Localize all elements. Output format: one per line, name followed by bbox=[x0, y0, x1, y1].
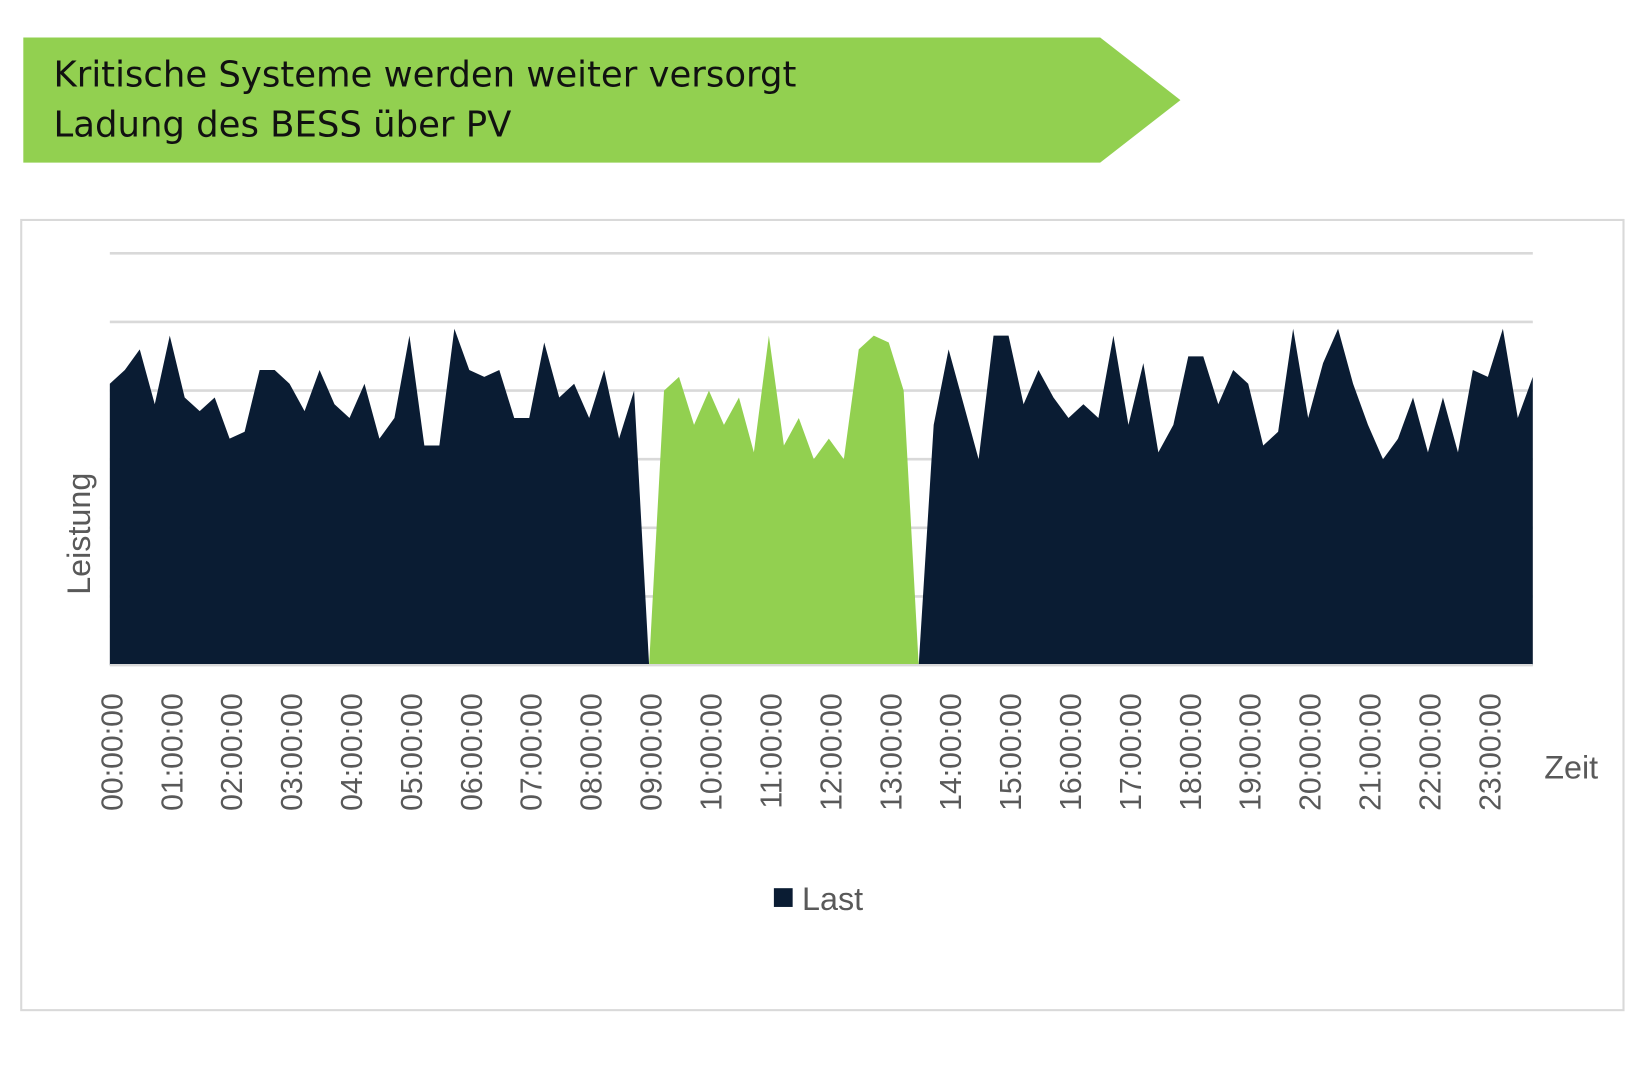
banner-line-2: Ladung des BESS über PV bbox=[54, 105, 512, 146]
x-tick-label: 10:00:00 bbox=[695, 693, 728, 811]
x-tick-label: 23:00:00 bbox=[1474, 693, 1507, 811]
x-tick-label: 05:00:00 bbox=[396, 693, 429, 811]
x-tick-label: 04:00:00 bbox=[336, 693, 369, 811]
legend-label-last: Last bbox=[802, 881, 863, 917]
x-tick-label: 18:00:00 bbox=[1175, 693, 1208, 811]
x-tick-label: 14:00:00 bbox=[935, 693, 968, 811]
legend: Last bbox=[773, 881, 863, 917]
y-axis-label: Leistung bbox=[61, 473, 97, 595]
x-tick-label: 17:00:00 bbox=[1115, 693, 1148, 811]
x-tick-label: 06:00:00 bbox=[456, 693, 489, 811]
banner-arrow-shape bbox=[23, 37, 1181, 163]
x-tick-label: 01:00:00 bbox=[156, 693, 189, 811]
x-tick-label: 22:00:00 bbox=[1414, 693, 1447, 811]
x-tick-label: 12:00:00 bbox=[815, 693, 848, 811]
x-tick-label: 20:00:00 bbox=[1295, 693, 1328, 811]
x-tick-label: 02:00:00 bbox=[216, 693, 249, 811]
x-tick-label: 16:00:00 bbox=[1055, 693, 1088, 811]
area-series-last bbox=[109, 328, 1533, 666]
area-series-pv bbox=[109, 335, 1533, 666]
x-tick-label: 03:00:00 bbox=[276, 693, 309, 811]
x-tick-label: 19:00:00 bbox=[1235, 693, 1268, 811]
x-tick-labels: 00:00:00 01:00:00 02:00:00 03:00:00 04:00:00… bbox=[96, 693, 1507, 811]
legend-swatch-last bbox=[773, 888, 793, 907]
chart: 00:00:00 01:00:00 02:00:00 03:00:00 04:00:00… bbox=[20, 218, 1625, 1012]
banner-line-1: Kritische Systeme werden weiter versorgt bbox=[54, 55, 797, 96]
x-tick-label: 07:00:00 bbox=[516, 693, 549, 811]
x-tick-label: 21:00:00 bbox=[1355, 693, 1388, 811]
plot-areas bbox=[109, 328, 1533, 667]
header-banner: Kritische Systeme werden weiter versorgt… bbox=[23, 37, 1181, 163]
x-tick-label: 00:00:00 bbox=[96, 693, 129, 811]
x-tick-label: 13:00:00 bbox=[875, 693, 908, 811]
x-axis-label: Zeit bbox=[1544, 750, 1598, 786]
x-tick-label: 09:00:00 bbox=[636, 693, 669, 811]
x-tick-label: 08:00:00 bbox=[576, 693, 609, 811]
x-tick-label: 11:00:00 bbox=[755, 693, 788, 808]
x-tick-label: 15:00:00 bbox=[995, 693, 1028, 811]
